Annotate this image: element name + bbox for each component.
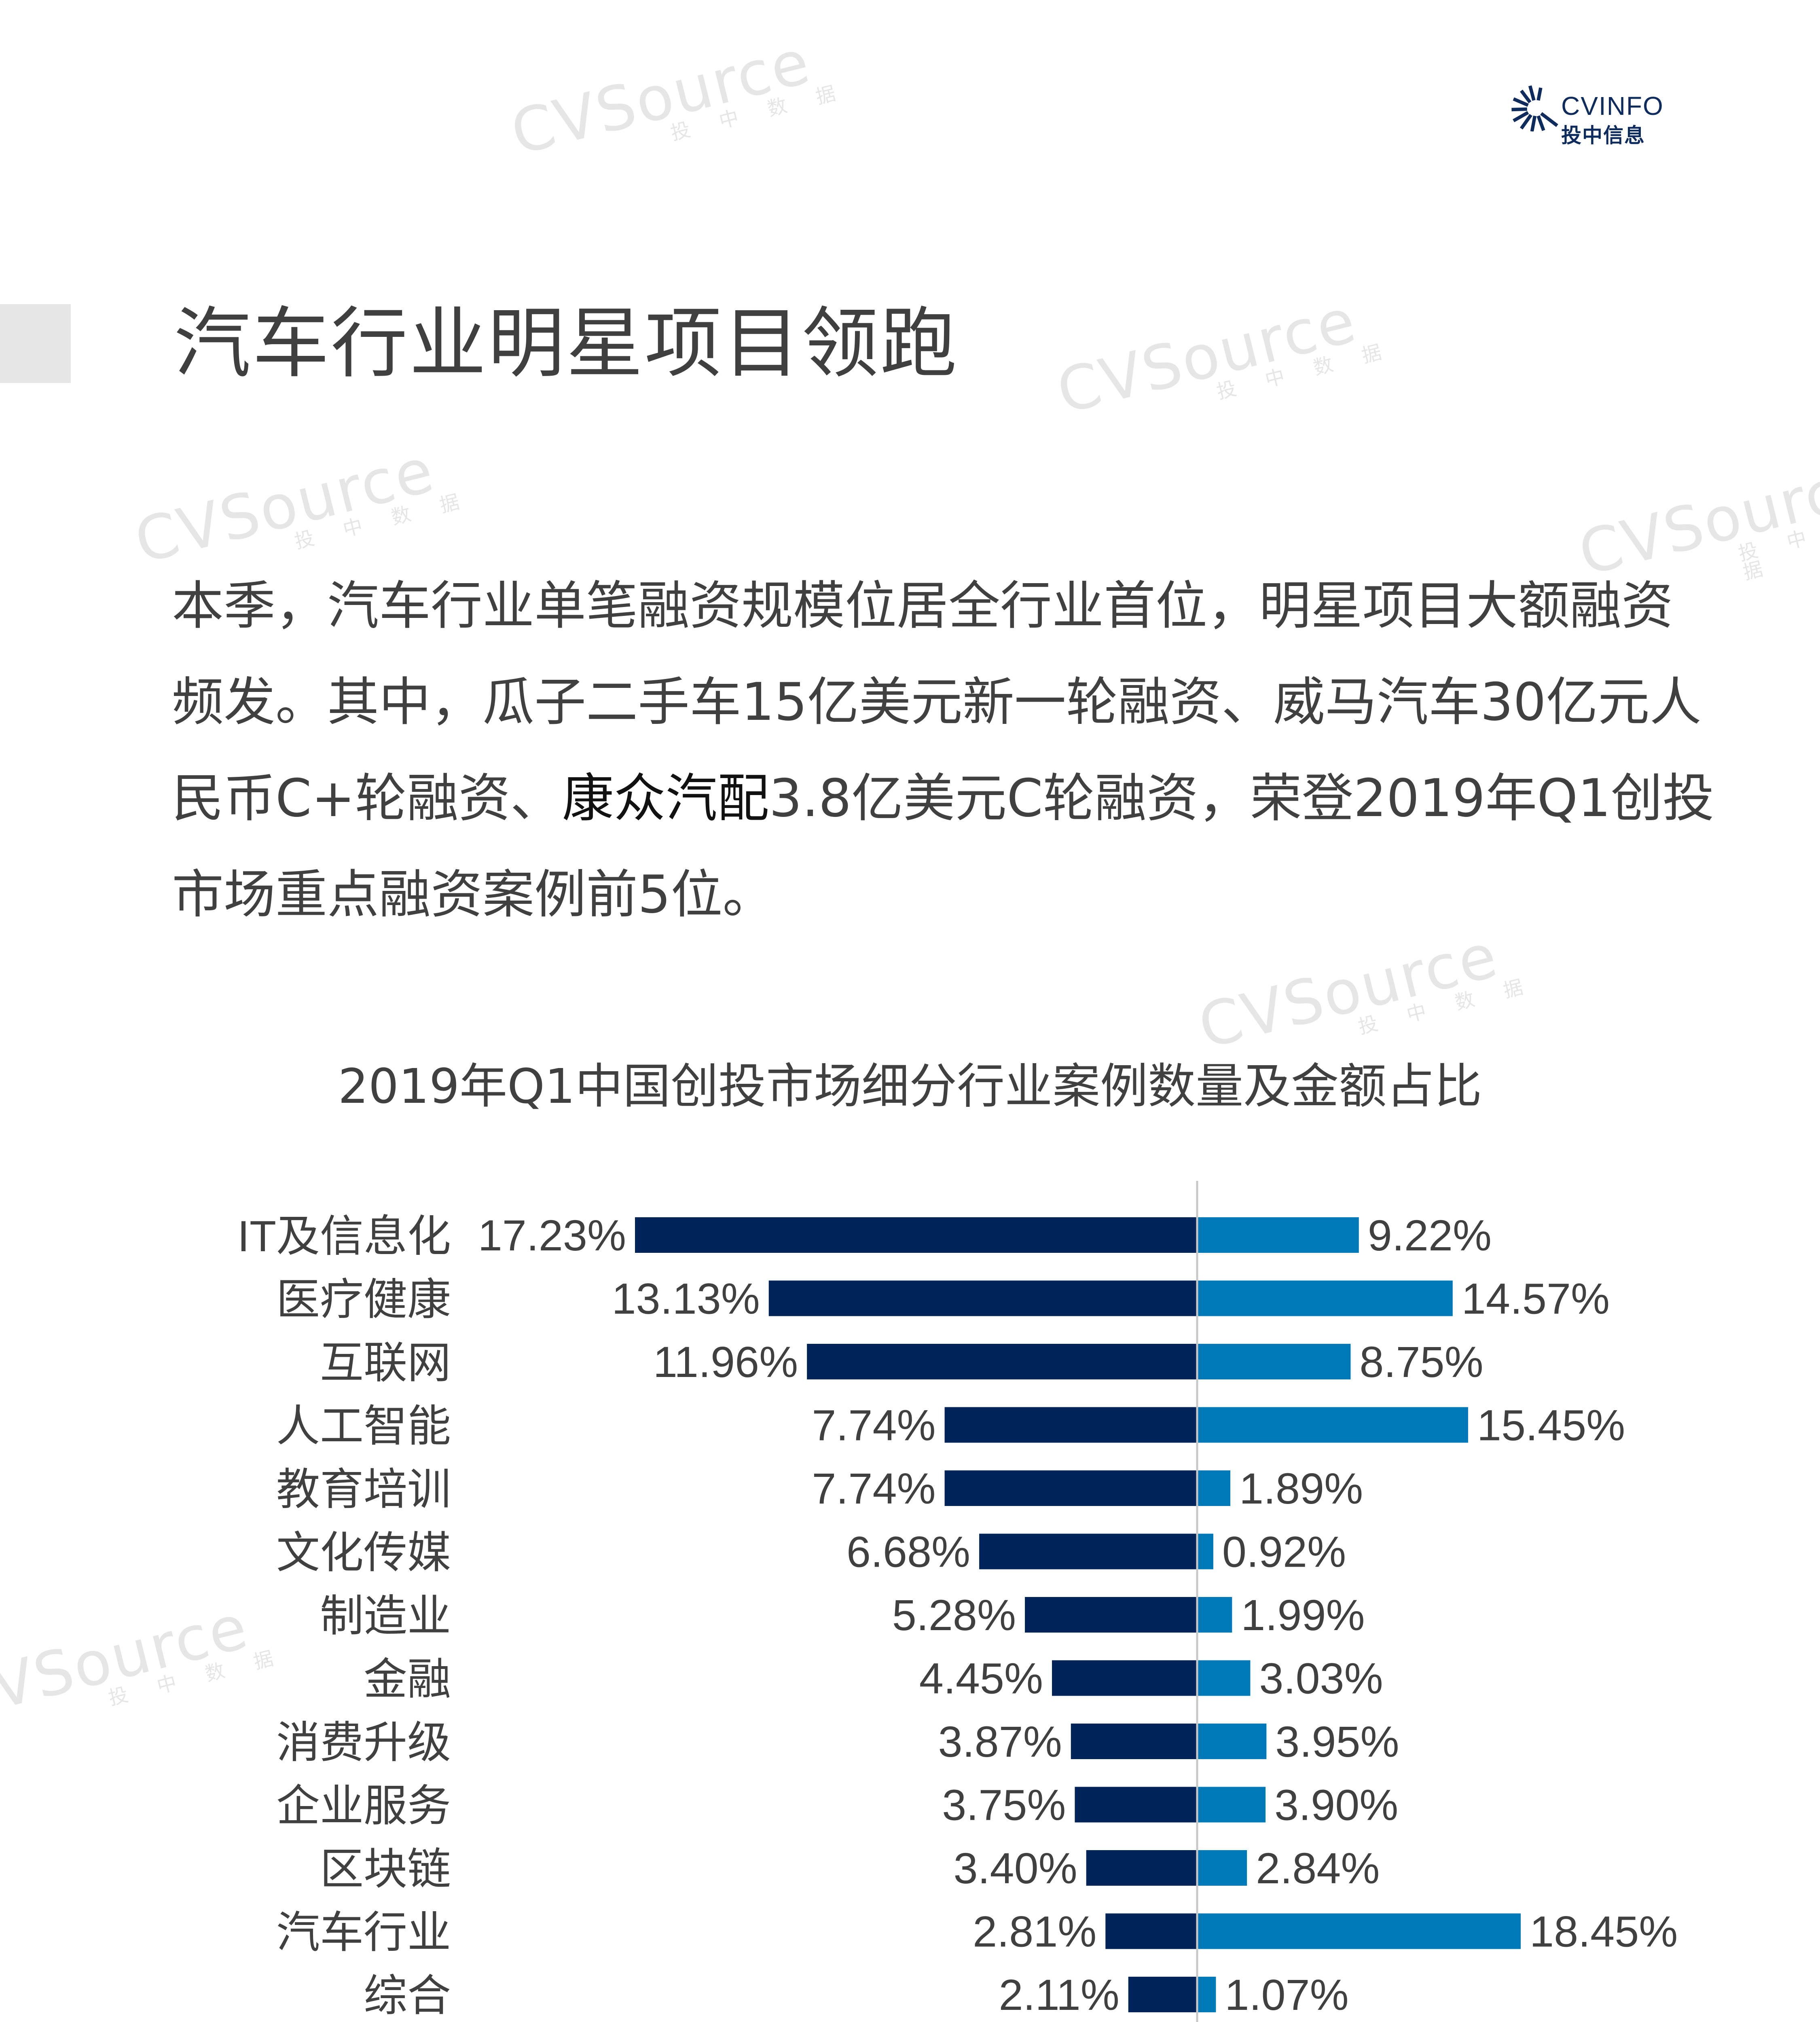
page-title: 汽车行业明星项目领跑 [174, 299, 959, 388]
data-label-funding-amount: 3.90% [1274, 1781, 1398, 1830]
bar-funding-amount [1197, 1533, 1213, 1569]
data-label-funding-amount: 3.95% [1275, 1717, 1399, 1766]
data-label-case-count: 3.75% [942, 1781, 1066, 1830]
data-label-case-count: 7.74% [812, 1464, 935, 1513]
data-label-funding-amount: 1.07% [1225, 1970, 1348, 2019]
data-label-funding-amount: 2.84% [1256, 1844, 1380, 1893]
bar-funding-amount [1197, 1407, 1468, 1443]
intro-highlight: 康众汽配 [562, 768, 769, 829]
data-label-case-count: 11.96% [653, 1337, 798, 1386]
category-label: IT及信息化 [237, 1212, 451, 1261]
bar-funding-amount [1197, 1280, 1453, 1316]
data-label-funding-amount: 3.03% [1259, 1654, 1383, 1703]
bar-case-count [1086, 1850, 1197, 1886]
bar-funding-amount [1197, 1597, 1232, 1633]
bar-case-count [1025, 1597, 1197, 1633]
bar-funding-amount [1197, 1217, 1359, 1253]
bar-funding-amount [1197, 1344, 1351, 1379]
data-label-funding-amount: 14.57% [1462, 1274, 1610, 1323]
watermark: CVSource 投 中 数 据 [504, 24, 850, 181]
category-label: 企业服务 [276, 1781, 451, 1830]
data-label-funding-amount: 9.22% [1368, 1211, 1492, 1260]
category-label: 制造业 [320, 1591, 451, 1640]
chart-title: 2019年Q1中国创投市场细分行业案例数量及金额占比 [338, 1058, 1482, 1114]
category-label: 文化传媒 [276, 1528, 451, 1577]
bar-case-count [768, 1280, 1197, 1316]
category-label: 金融 [364, 1655, 451, 1704]
bar-case-count [944, 1470, 1197, 1506]
bar-case-count [1075, 1787, 1197, 1823]
bar-case-count [807, 1344, 1197, 1379]
data-label-case-count: 7.74% [812, 1401, 935, 1450]
title-accent-tab [0, 304, 71, 383]
watermark-text: CVSource [504, 26, 818, 169]
data-label-case-count: 5.28% [892, 1591, 1016, 1639]
bar-case-count [1071, 1724, 1197, 1759]
bar-case-count [944, 1407, 1197, 1443]
bar-funding-amount [1197, 1470, 1230, 1506]
data-label-funding-amount: 8.75% [1359, 1337, 1483, 1386]
bar-case-count [1052, 1660, 1197, 1696]
category-label: 汽车行业 [276, 1908, 451, 1957]
data-label-funding-amount: 15.45% [1477, 1401, 1625, 1450]
bars-layer [635, 1181, 1521, 2022]
category-label: 区块链 [320, 1844, 451, 1893]
data-label-case-count: 2.11% [999, 1970, 1120, 2019]
bar-funding-amount [1197, 1913, 1521, 1949]
category-label: 综合 [364, 1971, 451, 2020]
bar-funding-amount [1197, 1660, 1251, 1696]
intro-paragraph: 本季，汽车行业单笔融资规模位居全行业首位，明星项目大额融资频发。其中，瓜子二手车… [172, 558, 1721, 943]
labels-layer: IT及信息化 17.23% 9.22% 医疗健康 13.13% 14.57% 互联网 11.9… [237, 1211, 1678, 2020]
intro-text: 本季，汽车行业单笔融资规模位居全行业首位，明星项目大额融资频发。其中，瓜子二手车… [172, 576, 1701, 829]
bar-case-count [635, 1217, 1197, 1253]
data-label-case-count: 6.68% [847, 1527, 970, 1576]
bar-funding-amount [1197, 1724, 1267, 1759]
data-label-case-count: 17.23% [478, 1211, 626, 1260]
data-label-case-count: 4.45% [919, 1654, 1043, 1703]
data-label-case-count: 3.87% [938, 1717, 1062, 1766]
category-label: 医疗健康 [276, 1275, 451, 1324]
data-label-funding-amount: 1.99% [1241, 1591, 1365, 1639]
data-label-case-count: 13.13% [612, 1274, 760, 1323]
diverging-bar-chart: IT及信息化 17.23% 9.22% 医疗健康 13.13% 14.57% 互联网 11.9… [237, 1181, 1678, 2022]
sunburst-c-logo-icon [1511, 85, 1558, 131]
bar-case-count [979, 1533, 1197, 1569]
logo-text-en: CVINFO [1561, 91, 1664, 121]
bar-funding-amount [1197, 1850, 1247, 1886]
data-label-case-count: 2.81% [973, 1907, 1096, 1956]
category-label: 人工智能 [276, 1402, 451, 1451]
bar-funding-amount [1197, 1977, 1216, 2012]
logo-text-cn: 投中信息 [1561, 124, 1645, 147]
data-label-funding-amount: 1.89% [1239, 1464, 1363, 1513]
category-label: 消费升级 [276, 1718, 451, 1767]
category-label: 教育培训 [276, 1465, 451, 1514]
data-label-funding-amount: 18.45% [1530, 1907, 1678, 1956]
watermark: CVSource 投 中 数 据 [1050, 285, 1396, 428]
data-label-funding-amount: 0.92% [1222, 1527, 1346, 1576]
intro-text-end: 3.8亿美元C轮融资，荣登2019年Q1创投市场重点融资案例前5位。 [172, 768, 1714, 925]
data-label-case-count: 3.40% [953, 1844, 1077, 1893]
bar-case-count [1105, 1913, 1197, 1949]
bar-case-count [1128, 1977, 1197, 2012]
bar-funding-amount [1197, 1787, 1266, 1823]
category-label: 互联网 [320, 1338, 451, 1387]
brand-logo: CVINFO 投中信息 [1511, 81, 1713, 147]
watermark-subtext: 投 中 数 据 [668, 79, 850, 145]
